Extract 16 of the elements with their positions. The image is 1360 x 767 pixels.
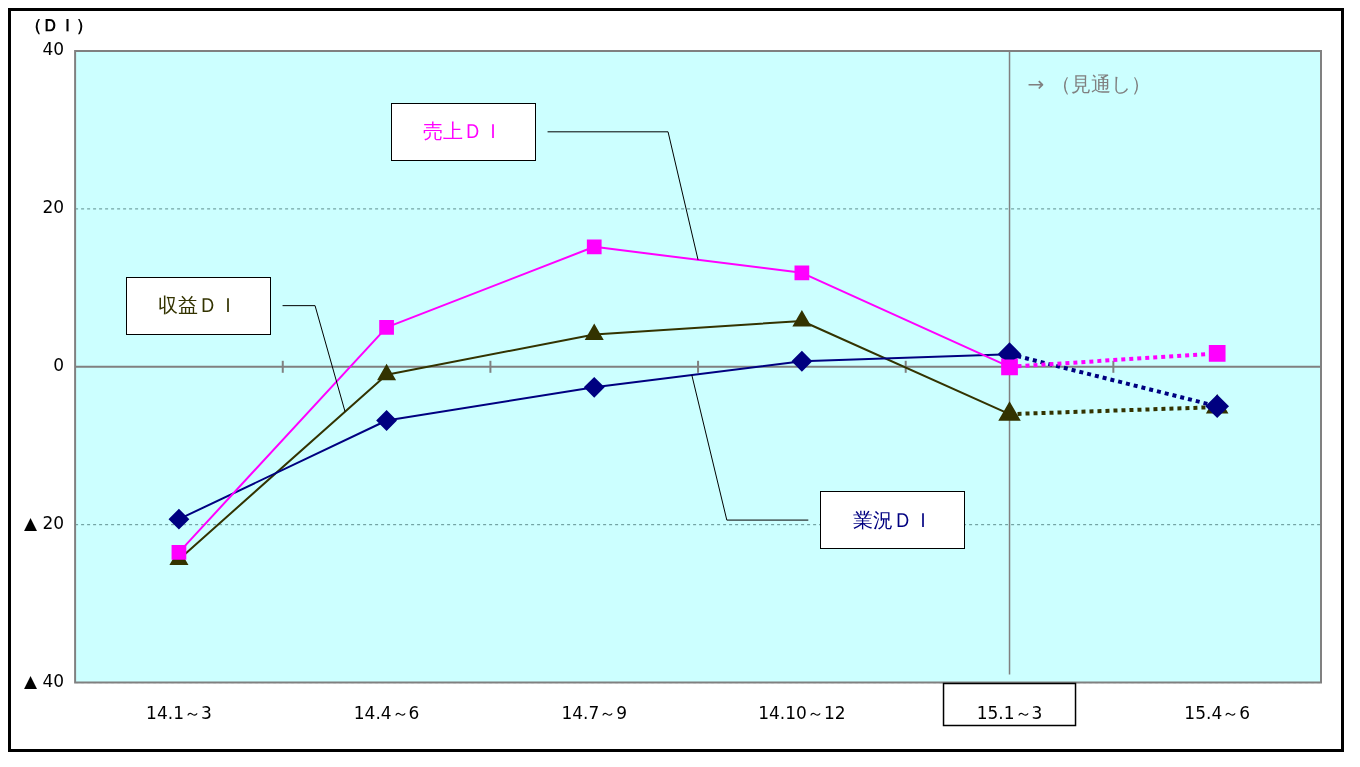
- y-tick-label: 0: [53, 355, 65, 376]
- x-tick-label: 15.1～3: [976, 703, 1043, 724]
- x-tick-label: 14.1～3: [146, 703, 212, 724]
- y-tick-label: ▲ 40: [24, 671, 65, 692]
- x-tick-label: 14.10～12: [758, 703, 846, 724]
- y-tick-label: ▲ 20: [24, 513, 65, 534]
- y-axis-title: （ＤＩ）: [25, 15, 93, 36]
- x-tick-label: 14.7～9: [561, 703, 628, 724]
- y-tick-label: 20: [42, 197, 65, 218]
- ref-line-label: → （見通し）: [1027, 72, 1151, 97]
- callout-box: 売上ＤＩ: [390, 102, 536, 161]
- callout-box: 収益ＤＩ: [125, 276, 271, 335]
- x-tick-label: 14.4～6: [353, 703, 420, 724]
- y-tick-label: 40: [42, 39, 65, 60]
- callout-box: 業況ＤＩ: [820, 491, 966, 550]
- x-tick-label: 15.4～6: [1184, 703, 1251, 724]
